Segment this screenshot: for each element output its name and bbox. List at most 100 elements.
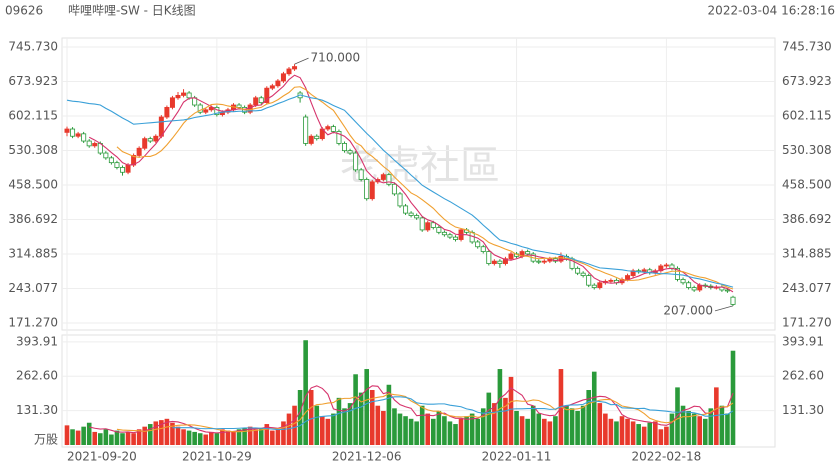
volume-bar: [247, 426, 253, 445]
volume-bar: [469, 413, 475, 445]
timestamp: 2022-03-04 16:28:16: [708, 4, 835, 18]
y-tick-label: 314.885: [8, 247, 58, 261]
candle-body: [558, 255, 564, 262]
volume-bar: [464, 416, 469, 445]
volume-bar: [591, 371, 597, 445]
volume-bar: [497, 369, 503, 445]
candle-body: [64, 128, 70, 133]
y-tick-label-right: 745.730: [782, 40, 832, 54]
candle-body: [125, 164, 131, 173]
ma-line: [116, 86, 734, 290]
candle-body: [292, 66, 298, 70]
y-tick-label-right: 262.60: [782, 369, 824, 383]
y-tick-label-right: 458.500: [782, 178, 832, 192]
volume-bar: [547, 421, 553, 445]
volume-bar: [575, 410, 580, 445]
volume-bar: [147, 424, 153, 445]
volume-bar: [508, 376, 514, 445]
extreme-label: 710.000: [311, 51, 361, 65]
volume-bar: [492, 403, 497, 445]
volume-bar: [630, 421, 636, 445]
volume-bar: [480, 408, 486, 445]
y-tick-label: 262.60: [16, 369, 58, 383]
candle-body: [164, 107, 170, 118]
volume-bar: [303, 340, 308, 445]
volume-bar: [708, 408, 714, 445]
volume-bar: [475, 418, 480, 445]
candle-body: [330, 126, 336, 132]
volume-bar: [236, 429, 242, 445]
x-tick-label: 2021-12-06: [332, 450, 402, 464]
candle-body: [314, 135, 320, 140]
candle-body: [275, 80, 281, 87]
candle-body: [364, 179, 370, 200]
volume-bar: [369, 390, 375, 445]
volume-bar: [619, 416, 625, 445]
volume-bar: [70, 429, 75, 445]
volume-bar: [458, 418, 464, 445]
candle-body: [81, 133, 87, 142]
ma-line: [116, 393, 734, 433]
candle-body: [236, 104, 242, 108]
candle-body: [86, 140, 92, 147]
y-tick-label: 243.077: [8, 281, 58, 295]
extreme-leader: [294, 57, 309, 65]
volume-panel: [61, 334, 776, 448]
candle-body: [425, 222, 431, 231]
volume-bar: [530, 405, 536, 445]
candle-body: [475, 241, 481, 248]
candle-body: [175, 94, 181, 99]
volume-bar: [231, 431, 236, 445]
candle-body: [541, 260, 547, 263]
candle-body: [691, 287, 697, 291]
candle-body: [525, 251, 531, 255]
volume-bar: [625, 418, 630, 445]
y-tick-label-right: 602.115: [782, 109, 832, 123]
x-tick-label: 2021-10-29: [182, 450, 252, 464]
volume-bar: [103, 429, 109, 445]
candle-body: [575, 267, 581, 274]
volume-bar: [664, 426, 669, 445]
volume-bar: [331, 413, 336, 445]
candle-body: [414, 215, 420, 219]
volume-bar: [275, 429, 281, 445]
candle-body: [491, 260, 497, 264]
volume-bar: [542, 418, 547, 445]
volume-bar: [164, 418, 170, 445]
candle-body: [380, 174, 386, 180]
volume-bar: [192, 431, 197, 445]
volume-bar: [186, 430, 192, 445]
candle-body: [386, 174, 392, 185]
volume-bar: [342, 408, 347, 445]
volume-bar: [725, 413, 730, 445]
volume-bar: [292, 405, 297, 445]
candle-body: [280, 73, 286, 82]
volume-bar: [669, 413, 675, 445]
candle-body: [108, 157, 114, 164]
volume-bar: [453, 424, 458, 445]
y-tick-label: 530.308: [8, 143, 58, 157]
candle-body: [325, 126, 331, 130]
candle-body: [308, 135, 314, 144]
volume-bar: [131, 433, 136, 445]
x-tick-label: 2021-09-20: [67, 450, 137, 464]
volume-bar: [353, 374, 358, 445]
candle-body: [197, 104, 203, 113]
volume-bar: [381, 410, 386, 445]
candle-body: [181, 92, 187, 96]
candle-body: [264, 87, 270, 104]
candle-body: [208, 107, 214, 111]
volume-bar: [653, 421, 658, 445]
y-tick-label-right: 314.885: [782, 247, 832, 261]
volume-bar: [253, 429, 258, 445]
volume-bar: [170, 422, 175, 445]
extreme-label: 207.000: [663, 303, 713, 317]
candle-body: [580, 272, 586, 276]
candle-body: [591, 284, 597, 288]
candle-body: [586, 275, 592, 286]
volume-bar: [486, 392, 492, 445]
volume-bar: [197, 433, 203, 445]
volume-bar: [225, 430, 231, 445]
volume-bar: [414, 421, 419, 445]
candle-body: [508, 253, 514, 260]
